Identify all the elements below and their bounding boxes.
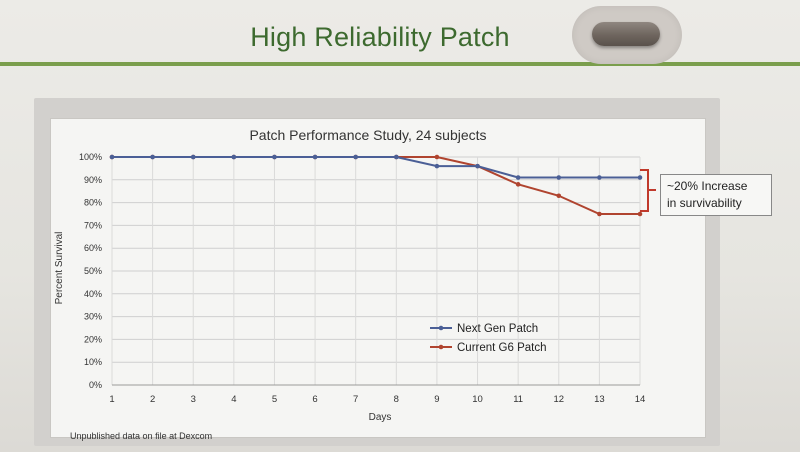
x-tick-label: 5 [272, 394, 277, 405]
title-divider [0, 62, 800, 66]
chart-series [109, 154, 643, 217]
y-tick-label: 0% [89, 380, 102, 390]
x-tick-label: 13 [594, 394, 605, 405]
slide-title: High Reliability Patch [250, 22, 510, 52]
data-point [556, 175, 562, 180]
x-tick-label: 11 [513, 394, 523, 405]
y-tick-label: 30% [84, 312, 102, 322]
y-tick-label: 90% [84, 175, 102, 185]
data-point [597, 211, 602, 217]
y-tick-label: 10% [84, 357, 102, 367]
data-point [637, 175, 643, 180]
y-tick-label: 20% [84, 334, 102, 344]
x-tick-label: 8 [394, 394, 399, 405]
chart-grid [111, 156, 641, 386]
x-tick-label: 3 [191, 394, 196, 405]
data-point [515, 175, 521, 180]
data-point [272, 154, 277, 160]
x-axis-label: Days [369, 412, 392, 423]
y-tick-label: 50% [84, 266, 102, 276]
x-tick-label: 2 [150, 394, 155, 405]
chart-title: Patch Performance Study, 24 subjects [249, 127, 486, 143]
data-point [515, 182, 521, 187]
series-line [112, 156, 640, 215]
data-point [475, 163, 480, 169]
data-point [637, 211, 643, 217]
y-tick-label: 70% [84, 220, 102, 230]
data-point [353, 154, 358, 160]
chart-legend: Next Gen Patch Current G6 Patch [430, 323, 546, 354]
legend-marker [438, 325, 444, 331]
y-tick-labels: 0% 10% 20% 30% 40% 50% 60% 70% 80% 90% 100% [79, 152, 102, 390]
y-axis-label: Percent Survival [54, 232, 65, 305]
y-tick-label: 60% [84, 243, 102, 253]
annotation-line-2: in survivability [667, 196, 742, 210]
legend-label: Current G6 Patch [457, 342, 546, 354]
data-point [190, 154, 196, 160]
data-point [434, 163, 440, 169]
data-point [109, 154, 115, 160]
x-tick-label: 1 [109, 394, 114, 405]
data-point [150, 154, 155, 160]
x-tick-label: 10 [472, 394, 483, 405]
y-tick-label: 80% [84, 198, 102, 208]
data-point [597, 175, 602, 180]
data-point [312, 154, 318, 160]
data-point [231, 154, 237, 160]
legend-label: Next Gen Patch [457, 323, 538, 335]
annotation-box: ~20% Increase in survivability [660, 174, 772, 216]
legend-marker [438, 344, 444, 350]
data-point [434, 154, 440, 160]
series-line [112, 156, 640, 179]
y-tick-label: 40% [84, 289, 102, 299]
x-tick-label: 14 [635, 394, 646, 405]
x-tick-label: 12 [553, 394, 564, 405]
x-tick-label: 4 [231, 394, 236, 405]
patch-device-icon [592, 22, 660, 46]
y-tick-label: 100% [79, 152, 102, 162]
footnote: Unpublished data on file at Dexcom [70, 431, 213, 441]
x-tick-labels: 1 2 3 4 5 6 7 8 9 10 11 12 13 14 [109, 394, 645, 405]
data-point [394, 154, 399, 160]
patch-image [572, 6, 682, 64]
annotation-bracket [640, 169, 656, 212]
x-tick-label: 6 [312, 394, 317, 405]
data-point [556, 193, 562, 199]
x-tick-label: 7 [353, 394, 358, 405]
x-tick-label: 9 [434, 394, 439, 405]
annotation-line-1: ~20% Increase [667, 179, 748, 193]
